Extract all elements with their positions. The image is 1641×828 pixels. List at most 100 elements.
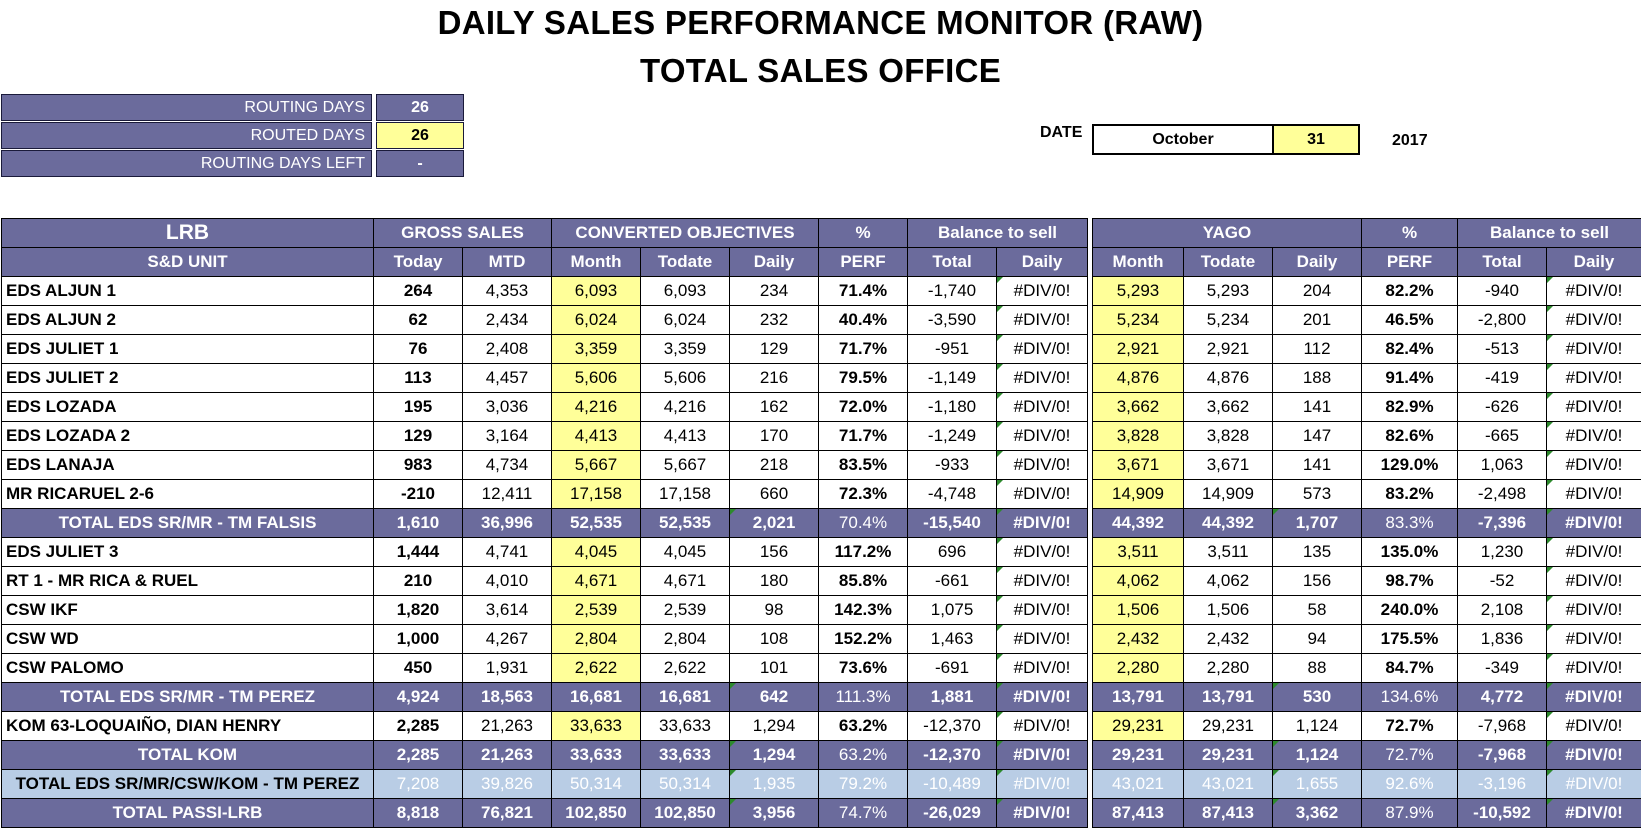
- daily-objective-cell[interactable]: 101: [728, 653, 820, 683]
- yago-month-cell[interactable]: 44,392: [1092, 508, 1184, 538]
- balance-daily-cell[interactable]: #DIV/0!: [996, 421, 1089, 451]
- unit-name-cell[interactable]: CSW WD: [1, 624, 374, 654]
- unit-name-cell[interactable]: EDS LOZADA: [1, 392, 374, 422]
- yago-daily-cell[interactable]: 94: [1272, 624, 1362, 654]
- today-cell[interactable]: 195: [373, 392, 463, 422]
- yago-balance-daily-cell[interactable]: #DIV/0!: [1546, 798, 1641, 828]
- month-objective-cell[interactable]: 2,804: [551, 624, 641, 654]
- balance-total-cell[interactable]: -15,540: [907, 508, 998, 538]
- yago-month-cell[interactable]: 13,791: [1092, 682, 1184, 712]
- todate-objective-cell[interactable]: 2,539: [640, 595, 730, 625]
- yago-todate-cell[interactable]: 1,506: [1183, 595, 1273, 625]
- yago-todate-cell[interactable]: 3,671: [1183, 450, 1273, 480]
- month-objective-cell[interactable]: 4,216: [551, 392, 641, 422]
- month-objective-cell[interactable]: 4,413: [551, 421, 641, 451]
- balance-daily-cell[interactable]: #DIV/0!: [996, 450, 1089, 480]
- perf-cell[interactable]: 83.5%: [818, 450, 909, 480]
- mtd-cell[interactable]: 4,741: [462, 537, 552, 567]
- yago-month-cell[interactable]: 43,021: [1092, 769, 1184, 799]
- yago-daily-cell[interactable]: 204: [1272, 276, 1362, 306]
- mtd-cell[interactable]: 76,821: [462, 798, 552, 828]
- todate-objective-cell[interactable]: 6,024: [640, 305, 730, 335]
- yago-balance-total-cell[interactable]: -665: [1457, 421, 1547, 451]
- mtd-cell[interactable]: 12,411: [462, 479, 552, 509]
- todate-objective-cell[interactable]: 50,314: [640, 769, 730, 799]
- yago-perf-cell[interactable]: 82.2%: [1361, 276, 1458, 306]
- today-cell[interactable]: 76: [373, 334, 463, 364]
- yago-balance-total-cell[interactable]: -513: [1457, 334, 1547, 364]
- daily-objective-cell[interactable]: 218: [728, 450, 820, 480]
- yago-daily-cell[interactable]: 112: [1272, 334, 1362, 364]
- today-cell[interactable]: 1,000: [373, 624, 463, 654]
- yago-balance-daily-cell[interactable]: #DIV/0!: [1546, 624, 1641, 654]
- unit-name-cell[interactable]: TOTAL KOM: [1, 740, 374, 770]
- daily-objective-cell[interactable]: 2,021: [728, 508, 820, 538]
- yago-balance-daily-cell[interactable]: #DIV/0!: [1546, 711, 1641, 741]
- yago-daily-cell[interactable]: 156: [1272, 566, 1362, 596]
- today-cell[interactable]: 2,285: [373, 740, 463, 770]
- unit-name-cell[interactable]: EDS LANAJA: [1, 450, 374, 480]
- daily-objective-cell[interactable]: 234: [728, 276, 820, 306]
- yago-balance-daily-cell[interactable]: #DIV/0!: [1546, 392, 1641, 422]
- yago-balance-total-cell[interactable]: -2,800: [1457, 305, 1547, 335]
- todate-objective-cell[interactable]: 2,804: [640, 624, 730, 654]
- balance-daily-cell[interactable]: #DIV/0!: [996, 566, 1089, 596]
- yago-perf-cell[interactable]: 83.3%: [1361, 508, 1458, 538]
- mtd-cell[interactable]: 3,164: [462, 421, 552, 451]
- today-cell[interactable]: 129: [373, 421, 463, 451]
- yago-balance-total-cell[interactable]: -940: [1457, 276, 1547, 306]
- yago-month-cell[interactable]: 14,909: [1092, 479, 1184, 509]
- daily-objective-cell[interactable]: 170: [728, 421, 820, 451]
- today-cell[interactable]: 983: [373, 450, 463, 480]
- mtd-cell[interactable]: 18,563: [462, 682, 552, 712]
- yago-daily-cell[interactable]: 141: [1272, 392, 1362, 422]
- balance-total-cell[interactable]: -933: [907, 450, 998, 480]
- yago-balance-daily-cell[interactable]: #DIV/0!: [1546, 305, 1641, 335]
- daily-objective-cell[interactable]: 129: [728, 334, 820, 364]
- date-day-cell[interactable]: 31: [1272, 124, 1360, 155]
- balance-daily-cell[interactable]: #DIV/0!: [996, 392, 1089, 422]
- perf-cell[interactable]: 71.7%: [818, 421, 909, 451]
- perf-cell[interactable]: 71.4%: [818, 276, 909, 306]
- perf-cell[interactable]: 70.4%: [818, 508, 909, 538]
- month-objective-cell[interactable]: 5,667: [551, 450, 641, 480]
- yago-perf-cell[interactable]: 91.4%: [1361, 363, 1458, 393]
- yago-balance-total-cell[interactable]: -349: [1457, 653, 1547, 683]
- yago-month-cell[interactable]: 5,234: [1092, 305, 1184, 335]
- yago-balance-total-cell[interactable]: -3,196: [1457, 769, 1547, 799]
- daily-objective-cell[interactable]: 1,294: [728, 711, 820, 741]
- balance-total-cell[interactable]: -951: [907, 334, 998, 364]
- todate-objective-cell[interactable]: 4,216: [640, 392, 730, 422]
- unit-name-cell[interactable]: EDS ALJUN 1: [1, 276, 374, 306]
- todate-objective-cell[interactable]: 52,535: [640, 508, 730, 538]
- mtd-cell[interactable]: 2,434: [462, 305, 552, 335]
- balance-daily-cell[interactable]: #DIV/0!: [996, 769, 1089, 799]
- todate-objective-cell[interactable]: 33,633: [640, 711, 730, 741]
- perf-cell[interactable]: 152.2%: [818, 624, 909, 654]
- balance-daily-cell[interactable]: #DIV/0!: [996, 479, 1089, 509]
- yago-balance-total-cell[interactable]: 1,230: [1457, 537, 1547, 567]
- today-cell[interactable]: 2,285: [373, 711, 463, 741]
- today-cell[interactable]: 8,818: [373, 798, 463, 828]
- unit-name-cell[interactable]: TOTAL EDS SR/MR - TM PEREZ: [1, 682, 374, 712]
- balance-total-cell[interactable]: -4,748: [907, 479, 998, 509]
- yago-daily-cell[interactable]: 1,124: [1272, 740, 1362, 770]
- unit-name-cell[interactable]: RT 1 - MR RICA & RUEL: [1, 566, 374, 596]
- mtd-cell[interactable]: 39,826: [462, 769, 552, 799]
- today-cell[interactable]: -210: [373, 479, 463, 509]
- yago-month-cell[interactable]: 3,671: [1092, 450, 1184, 480]
- month-objective-cell[interactable]: 33,633: [551, 740, 641, 770]
- daily-objective-cell[interactable]: 660: [728, 479, 820, 509]
- balance-daily-cell[interactable]: #DIV/0!: [996, 537, 1089, 567]
- daily-objective-cell[interactable]: 642: [728, 682, 820, 712]
- unit-name-cell[interactable]: CSW IKF: [1, 595, 374, 625]
- perf-cell[interactable]: 142.3%: [818, 595, 909, 625]
- yago-daily-cell[interactable]: 201: [1272, 305, 1362, 335]
- month-objective-cell[interactable]: 50,314: [551, 769, 641, 799]
- balance-daily-cell[interactable]: #DIV/0!: [996, 740, 1089, 770]
- todate-objective-cell[interactable]: 5,667: [640, 450, 730, 480]
- daily-objective-cell[interactable]: 232: [728, 305, 820, 335]
- yago-balance-daily-cell[interactable]: #DIV/0!: [1546, 479, 1641, 509]
- balance-total-cell[interactable]: -661: [907, 566, 998, 596]
- mtd-cell[interactable]: 4,457: [462, 363, 552, 393]
